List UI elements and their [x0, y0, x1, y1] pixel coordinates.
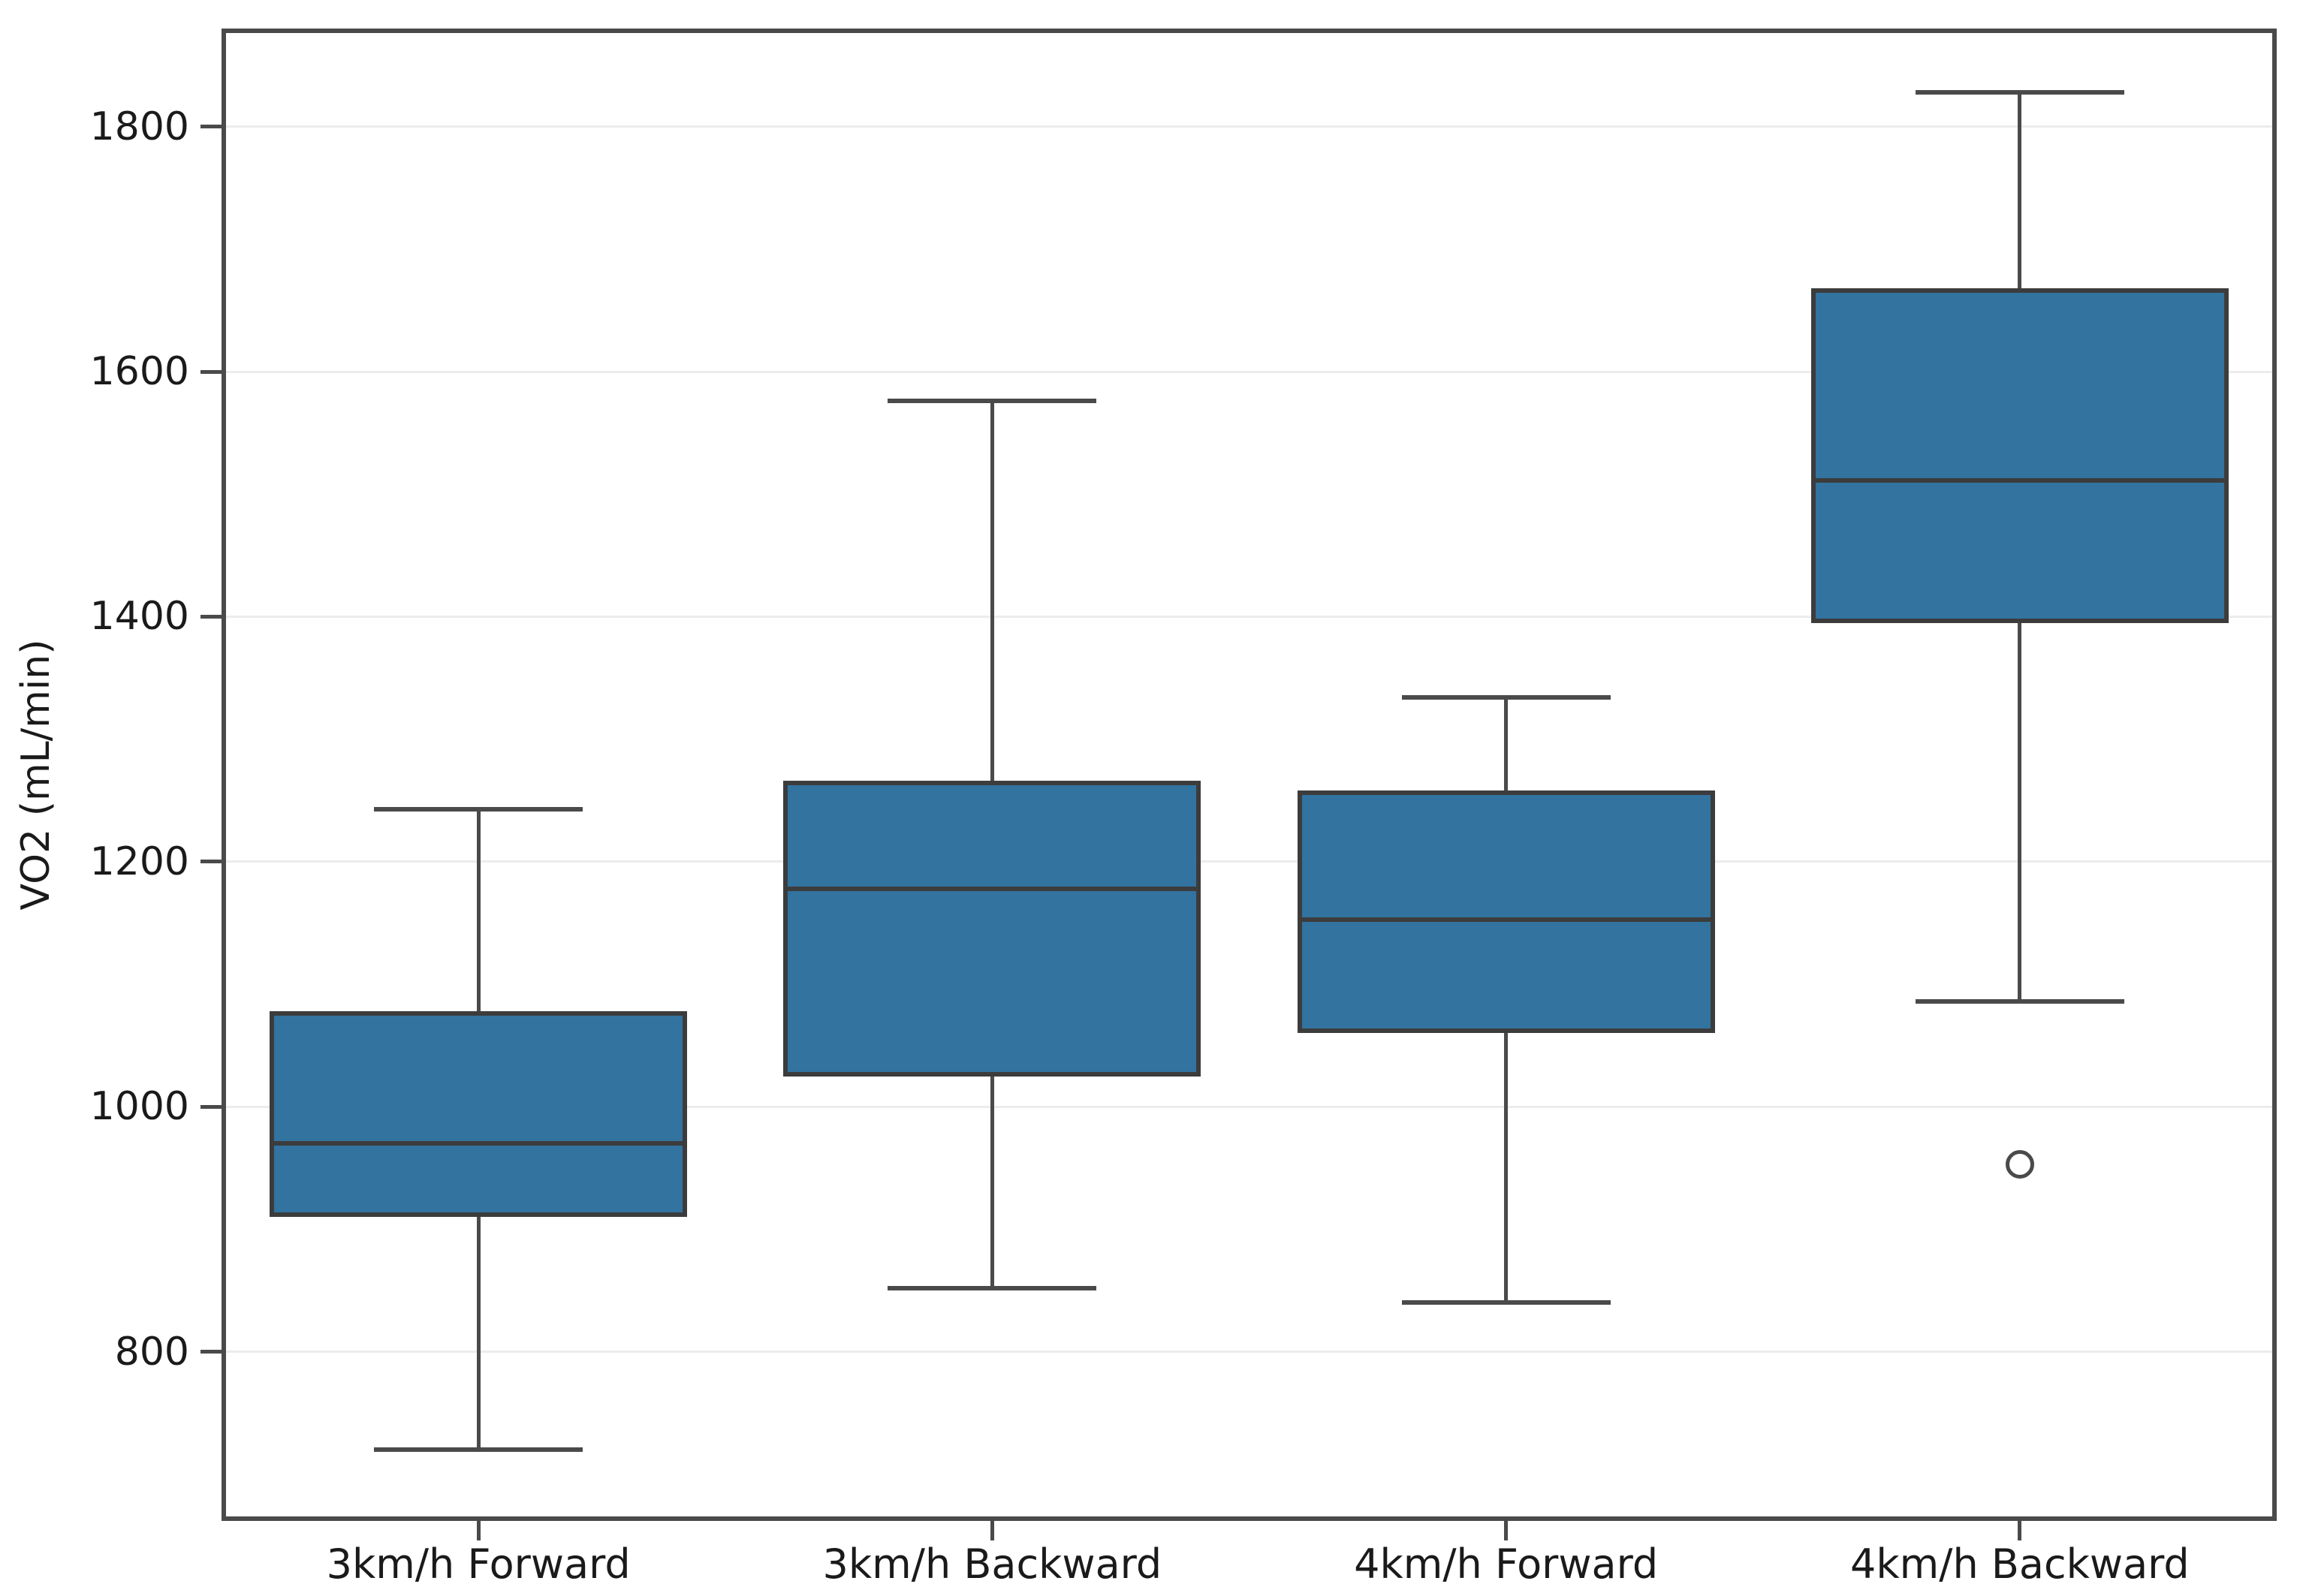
lower-whisker-cap — [1401, 1300, 1611, 1305]
box-iqr-rect — [1810, 288, 2229, 623]
lower-whisker-cap — [1915, 998, 2124, 1004]
y-tick-label: 1200 — [89, 839, 189, 884]
y-tick-label: 1800 — [89, 104, 189, 149]
upper-whisker-line — [1504, 697, 1509, 791]
gridline — [222, 860, 2277, 863]
y-tick — [200, 125, 222, 129]
x-tick — [1504, 1521, 1509, 1540]
upper-whisker-line — [2018, 92, 2022, 288]
outlier-point — [2005, 1150, 2034, 1179]
gridline — [222, 615, 2277, 618]
y-tick — [200, 1104, 222, 1109]
lower-whisker-line — [476, 1217, 481, 1450]
gridline — [222, 370, 2277, 373]
lower-whisker-line — [1504, 1033, 1509, 1303]
y-axis-title: VO2 (mL/min) — [14, 639, 59, 911]
y-tick-label: 1400 — [89, 594, 189, 640]
lower-whisker-cap — [374, 1447, 583, 1453]
y-tick — [200, 1350, 222, 1354]
box-iqr-rect — [783, 781, 1201, 1077]
median-line — [270, 1141, 688, 1146]
median-line — [1297, 917, 1715, 922]
upper-whisker-line — [476, 809, 481, 1011]
upper-whisker-cap — [1915, 89, 2124, 95]
median-line — [1810, 478, 2229, 483]
median-line — [783, 886, 1201, 891]
upper-whisker-line — [990, 401, 994, 781]
y-tick — [200, 369, 222, 374]
x-category-label: 3km/h Backward — [822, 1540, 1162, 1588]
x-tick — [2018, 1521, 2022, 1540]
gridline — [222, 1105, 2277, 1108]
y-tick-label: 1000 — [89, 1084, 189, 1130]
x-category-label: 4km/h Backward — [1850, 1540, 2190, 1588]
plot-area — [222, 29, 2277, 1521]
y-tick — [200, 614, 222, 619]
gridline — [222, 1351, 2277, 1354]
y-tick-label: 800 — [114, 1329, 189, 1375]
x-tick — [990, 1521, 994, 1540]
x-tick — [476, 1521, 481, 1540]
upper-whisker-cap — [888, 399, 1097, 404]
gridline — [222, 125, 2277, 128]
x-category-label: 4km/h Forward — [1354, 1540, 1659, 1588]
plot-frame — [222, 29, 2277, 1521]
box-iqr-rect — [1297, 790, 1715, 1034]
lower-whisker-line — [990, 1076, 994, 1288]
upper-whisker-cap — [374, 806, 583, 812]
x-category-label: 3km/h Forward — [326, 1540, 631, 1588]
y-tick — [200, 860, 222, 864]
box-iqr-rect — [270, 1011, 688, 1218]
y-tick-label: 1600 — [89, 349, 189, 394]
lower-whisker-cap — [888, 1285, 1097, 1290]
lower-whisker-line — [2018, 622, 2022, 1001]
upper-whisker-cap — [1401, 695, 1611, 700]
